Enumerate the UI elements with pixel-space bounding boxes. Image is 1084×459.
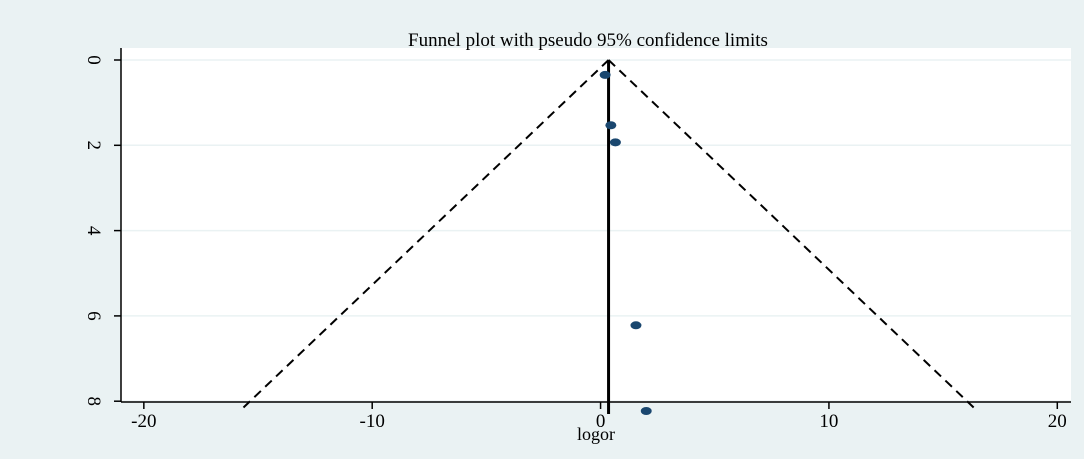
data-point: [640, 407, 652, 416]
data-point: [599, 70, 611, 79]
data-point: [609, 138, 621, 147]
data-points: [599, 70, 652, 416]
funnel-right-limit: [607, 59, 979, 412]
funnel-left-limit: [239, 59, 610, 412]
y-tick-label: 2: [83, 141, 104, 151]
data-point: [605, 121, 617, 130]
chart-title: Funnel plot with pseudo 95% confidence l…: [408, 30, 768, 51]
x-axis-title: logor: [577, 424, 615, 444]
funnel-lines: [239, 59, 979, 414]
x-tick-label: 0: [596, 411, 606, 432]
y-tick-label: 0: [83, 55, 104, 65]
y-tick-label: 4: [83, 226, 104, 236]
y-tick-label: 6: [83, 311, 104, 321]
plot-area: [121, 48, 1071, 402]
grid-lines: [121, 59, 1071, 402]
x-tick-label: -10: [360, 411, 385, 432]
x-tick-label: 20: [1048, 411, 1067, 432]
y-tick-label: 8: [83, 396, 104, 406]
x-tick-label: -20: [131, 411, 156, 432]
axes: -20 -10 0 10 20 0 2 4 6 8: [83, 48, 1071, 432]
data-point: [630, 321, 642, 330]
x-tick-label: 10: [819, 411, 838, 432]
